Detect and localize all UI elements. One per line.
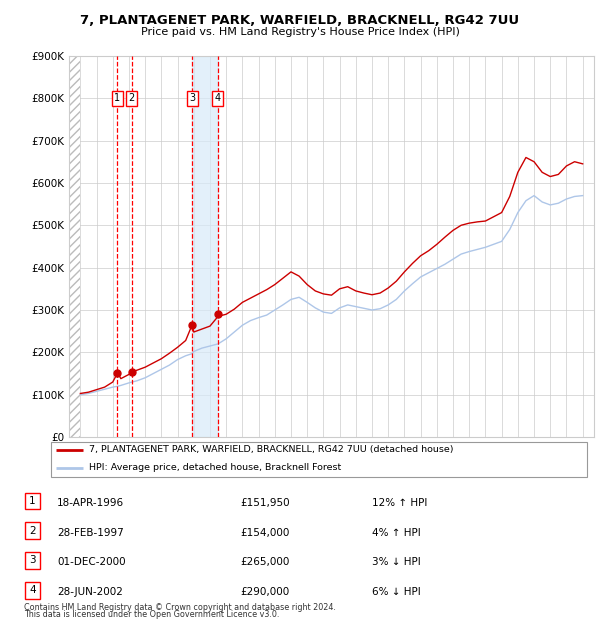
Text: 2: 2 bbox=[128, 93, 134, 103]
Text: 3% ↓ HPI: 3% ↓ HPI bbox=[372, 557, 421, 567]
Bar bbox=[69, 56, 80, 437]
Text: HPI: Average price, detached house, Bracknell Forest: HPI: Average price, detached house, Brac… bbox=[89, 463, 341, 472]
Text: Contains HM Land Registry data © Crown copyright and database right 2024.: Contains HM Land Registry data © Crown c… bbox=[24, 603, 336, 612]
FancyBboxPatch shape bbox=[25, 522, 40, 539]
Text: 01-DEC-2000: 01-DEC-2000 bbox=[57, 557, 125, 567]
FancyBboxPatch shape bbox=[25, 552, 40, 569]
Text: 7, PLANTAGENET PARK, WARFIELD, BRACKNELL, RG42 7UU: 7, PLANTAGENET PARK, WARFIELD, BRACKNELL… bbox=[80, 14, 520, 27]
Text: 28-JUN-2002: 28-JUN-2002 bbox=[57, 587, 123, 597]
FancyBboxPatch shape bbox=[25, 492, 40, 510]
Text: 1: 1 bbox=[115, 93, 121, 103]
Text: 6% ↓ HPI: 6% ↓ HPI bbox=[372, 587, 421, 597]
Text: £151,950: £151,950 bbox=[240, 498, 290, 508]
Text: 4: 4 bbox=[29, 585, 36, 595]
Text: £154,000: £154,000 bbox=[240, 528, 289, 538]
Text: 4% ↑ HPI: 4% ↑ HPI bbox=[372, 528, 421, 538]
Text: 2: 2 bbox=[29, 526, 36, 536]
Bar bbox=[193, 56, 218, 437]
Text: 3: 3 bbox=[190, 93, 196, 103]
Text: 12% ↑ HPI: 12% ↑ HPI bbox=[372, 498, 427, 508]
Text: 3: 3 bbox=[29, 556, 36, 565]
FancyBboxPatch shape bbox=[25, 582, 40, 599]
FancyBboxPatch shape bbox=[51, 442, 587, 477]
Text: 28-FEB-1997: 28-FEB-1997 bbox=[57, 528, 124, 538]
Text: 1: 1 bbox=[29, 496, 36, 506]
Text: This data is licensed under the Open Government Licence v3.0.: This data is licensed under the Open Gov… bbox=[24, 609, 280, 619]
Text: 4: 4 bbox=[215, 93, 221, 103]
Text: 7, PLANTAGENET PARK, WARFIELD, BRACKNELL, RG42 7UU (detached house): 7, PLANTAGENET PARK, WARFIELD, BRACKNELL… bbox=[89, 445, 453, 454]
Text: Price paid vs. HM Land Registry's House Price Index (HPI): Price paid vs. HM Land Registry's House … bbox=[140, 27, 460, 37]
Text: 18-APR-1996: 18-APR-1996 bbox=[57, 498, 124, 508]
Text: £290,000: £290,000 bbox=[240, 587, 289, 597]
Text: £265,000: £265,000 bbox=[240, 557, 289, 567]
